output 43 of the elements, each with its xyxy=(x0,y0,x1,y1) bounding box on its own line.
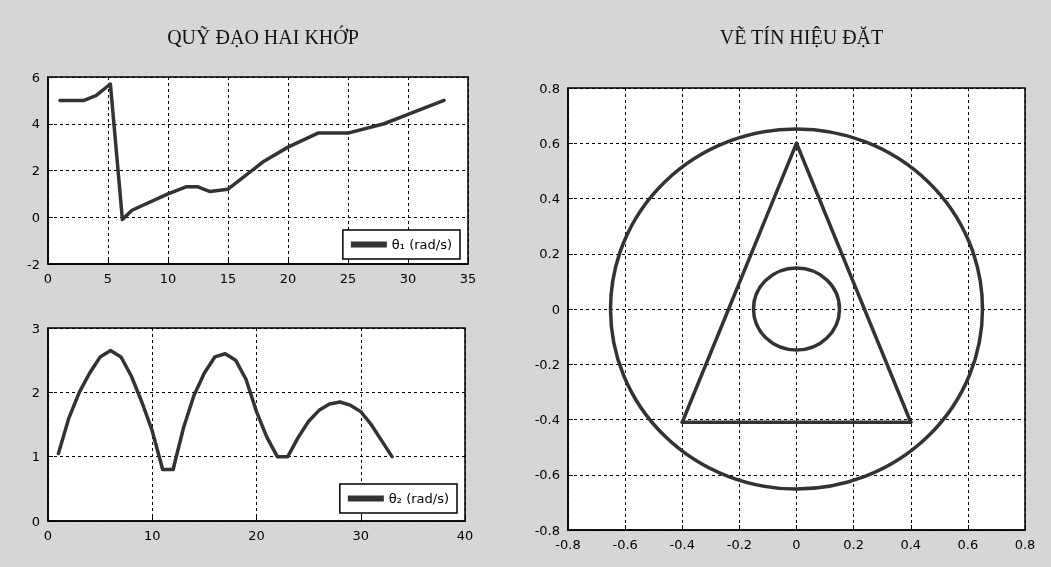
y-tick-label: 0 xyxy=(551,301,560,317)
x-tick-label: 0 xyxy=(792,537,801,552)
x-tick-label: 40 xyxy=(456,528,474,543)
x-tick-label: 30 xyxy=(399,271,417,286)
y-tick-label: 0 xyxy=(31,513,40,529)
x-tick-label: 0 xyxy=(43,271,53,286)
y-tick-label: -0.6 xyxy=(534,467,560,483)
x-tick-label: 35 xyxy=(459,271,477,286)
x-tick-label: -0.2 xyxy=(726,537,753,552)
chart-title: VẼ TÍN HIỆU ĐẶT xyxy=(719,25,884,48)
x-tick-label: 5 xyxy=(103,271,113,286)
y-tick-label: -2 xyxy=(27,256,40,272)
x-tick-label: 10 xyxy=(143,528,161,543)
x-tick-label: -0.4 xyxy=(669,537,695,552)
legend-label: θ₂ (rad/s) xyxy=(388,491,450,506)
y-tick-label: 2 xyxy=(31,384,40,400)
x-tick-label: -0.8 xyxy=(555,537,581,552)
y-tick-label: 3 xyxy=(31,320,40,336)
x-tick-label: 15 xyxy=(219,271,237,286)
x-tick-label: 0.6 xyxy=(957,537,979,552)
y-tick-label: 0.4 xyxy=(539,191,560,206)
y-tick-label: 6 xyxy=(31,69,40,85)
x-tick-label: 0 xyxy=(43,528,53,543)
y-tick-label: 0 xyxy=(31,209,40,225)
y-tick-label: 0.8 xyxy=(539,80,560,96)
y-tick-label: 2 xyxy=(31,163,40,178)
legend-label: θ₁ (rad/s) xyxy=(391,237,453,252)
x-tick-label: 0.8 xyxy=(1014,537,1036,552)
x-tick-label: 10 xyxy=(159,271,177,286)
y-tick-label: 0.6 xyxy=(539,135,560,151)
x-tick-label: 0.2 xyxy=(843,537,864,552)
y-tick-label: -0.4 xyxy=(534,412,560,427)
x-tick-label: -0.6 xyxy=(612,537,638,552)
y-tick-label: 4 xyxy=(31,116,40,132)
x-tick-label: 20 xyxy=(279,271,297,286)
x-tick-label: 0.4 xyxy=(900,537,922,552)
y-tick-label: 0.2 xyxy=(539,246,560,262)
x-tick-label: 30 xyxy=(352,528,370,543)
y-tick-label: -0.2 xyxy=(534,356,560,372)
chart-title: QUỸ ĐẠO HAI KHỚP xyxy=(167,25,359,48)
y-tick-label: 1 xyxy=(31,449,40,465)
x-tick-label: 20 xyxy=(248,528,265,543)
x-tick-label: 25 xyxy=(339,271,357,286)
